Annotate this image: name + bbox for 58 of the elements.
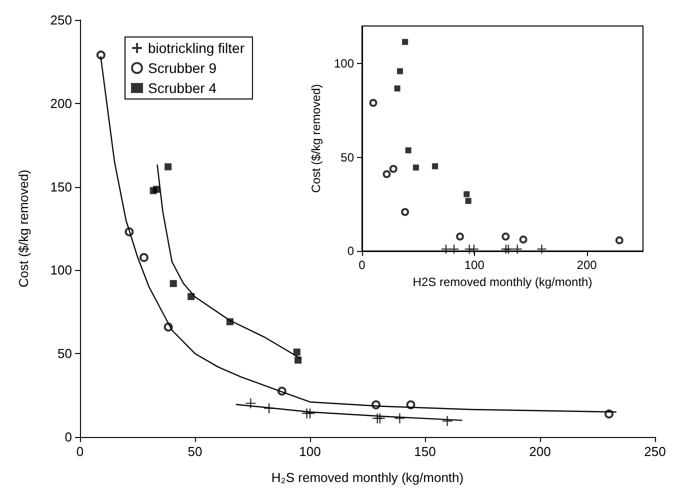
y-axis-title: Cost ($/kg removed) [309, 84, 323, 193]
point [432, 163, 438, 170]
point [139, 253, 148, 262]
point [394, 412, 406, 424]
x-tick-label: 150 [414, 444, 436, 459]
y-tick-label: 50 [340, 150, 354, 164]
y-tick-label: 200 [50, 96, 72, 111]
point [164, 163, 172, 170]
y-tick-label: 100 [334, 56, 354, 70]
point [456, 232, 464, 241]
x-axis-title: H₂S removed monthly (kg/month) [271, 470, 464, 485]
x-tick-label: 250 [644, 444, 666, 459]
point [402, 38, 408, 45]
point [468, 244, 480, 254]
x-tick-label: 100 [464, 258, 485, 272]
x-tick-label: 50 [188, 444, 202, 459]
point [464, 191, 470, 198]
point [245, 398, 256, 409]
legend-label: Scrubber 4 [148, 80, 217, 96]
point [412, 164, 419, 171]
y-axis-title: Cost ($/kg removed) [16, 170, 31, 288]
point [448, 244, 460, 254]
legend-label: biotrickling filter [148, 40, 245, 56]
point [512, 244, 522, 254]
point [153, 186, 160, 193]
point [382, 170, 391, 178]
x-tick-label: 0 [76, 444, 84, 459]
point [304, 408, 316, 419]
point [369, 98, 378, 107]
point [442, 415, 453, 427]
point [293, 348, 300, 356]
point [401, 208, 410, 216]
point [389, 164, 398, 173]
x-tick-label: 100 [299, 444, 321, 459]
point [263, 402, 275, 414]
point [405, 147, 412, 154]
point [503, 244, 514, 254]
point [396, 68, 403, 74]
y-tick-label: 0 [64, 430, 72, 444]
y-tick-label: 250 [50, 12, 72, 28]
point [96, 50, 106, 60]
point [440, 244, 452, 254]
x-tick-label: 0 [358, 258, 366, 272]
point [394, 85, 400, 92]
y-tick-label: 150 [50, 179, 72, 194]
y-tick-label: 50 [58, 346, 72, 362]
point [615, 236, 624, 244]
x-tick-label: 200 [529, 444, 551, 459]
point [502, 232, 510, 241]
x-tick-label: 200 [576, 258, 598, 272]
point [519, 236, 528, 244]
legend-label: Scrubber 9 [148, 60, 217, 76]
point [170, 280, 177, 288]
point [374, 412, 386, 424]
y-tick-label: 0 [347, 244, 354, 258]
point [465, 198, 472, 204]
x-axis-title: H2S removed monthly (kg/month) [412, 274, 592, 289]
point [536, 244, 547, 254]
